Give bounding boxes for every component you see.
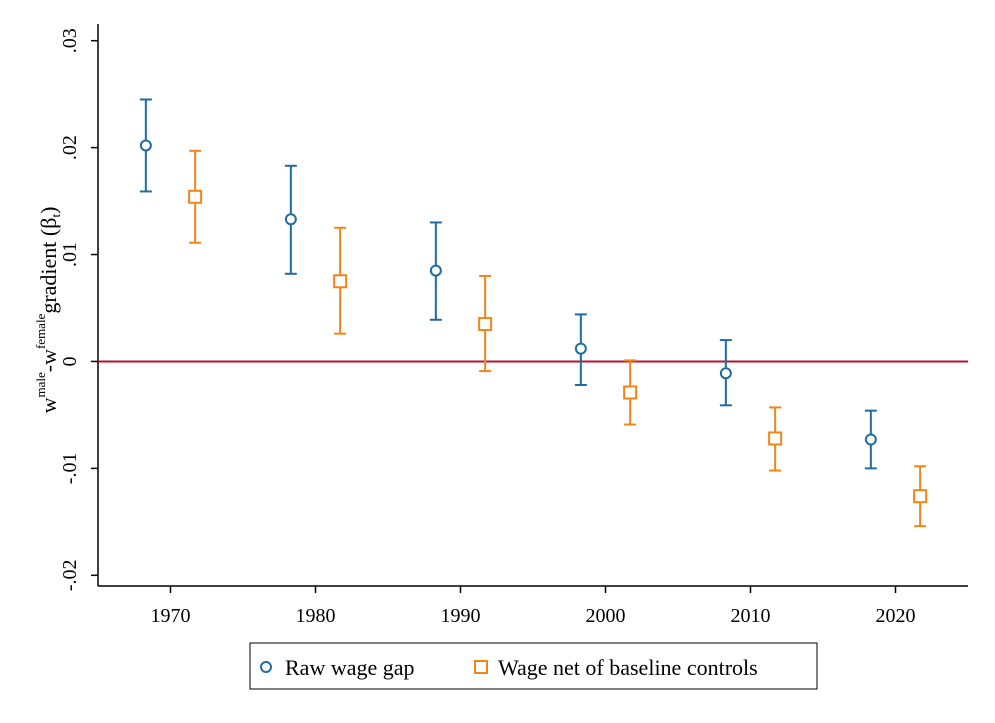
legend-circle-marker [260, 661, 272, 673]
data-marks [139, 98, 928, 528]
series-wage-net-of-controls [188, 149, 928, 528]
y-title-close: ) [36, 207, 61, 214]
y-title-sup-female: female [33, 313, 48, 349]
x-tick-label: 2010 [731, 605, 771, 627]
y-tick-label: .02 [59, 135, 81, 160]
data-point-circle [574, 342, 587, 355]
y-tick-label: -.02 [59, 559, 81, 591]
data-point-square [623, 385, 638, 400]
y-tick-label: .01 [59, 242, 81, 267]
y-tick-label: -.01 [59, 453, 81, 485]
y-tick-label: 0 [59, 356, 81, 366]
series-raw-wage-gap [139, 98, 877, 470]
legend-box [249, 642, 818, 690]
y-axis-title: wmale-wfemalegradient (βt) [33, 207, 63, 414]
x-tick-label: 1970 [151, 605, 191, 627]
axes: 1970 1980 1990 2000 2010 2020 -.02 -.01 0 .01 .02.… [59, 24, 968, 627]
data-point-circle [284, 213, 297, 226]
x-tick-label: 2000 [586, 605, 626, 627]
legend-label-net: Wage net of baseline controls [498, 655, 758, 680]
y-title-sub-t: t [48, 214, 63, 218]
y-title-w: w [36, 397, 61, 413]
data-point-square [913, 489, 928, 504]
data-point-square [333, 274, 348, 289]
legend-square-marker [474, 660, 488, 674]
data-point-square [188, 189, 203, 204]
data-point-circle [864, 433, 877, 446]
data-point-square [478, 317, 493, 332]
y-title-dash: -w [36, 349, 61, 372]
legend-label-raw: Raw wage gap [285, 655, 415, 680]
y-title-sup-male: male [33, 372, 48, 397]
data-point-circle [429, 264, 442, 277]
y-title-gradient: gradient (β [36, 218, 61, 314]
data-point-square [768, 431, 783, 446]
y-tick-label: .03 [59, 28, 81, 53]
x-tick-label: 2020 [876, 605, 916, 627]
x-tick-label: 1990 [441, 605, 481, 627]
x-tick-label: 1980 [296, 605, 336, 627]
data-point-circle [719, 367, 732, 380]
svg-text:wmale-wfemalegradient (βt): wmale-wfemalegradient (βt) [33, 207, 63, 414]
legend: Raw wage gap Wage net of baseline contro… [249, 642, 818, 690]
data-point-circle [139, 139, 152, 152]
